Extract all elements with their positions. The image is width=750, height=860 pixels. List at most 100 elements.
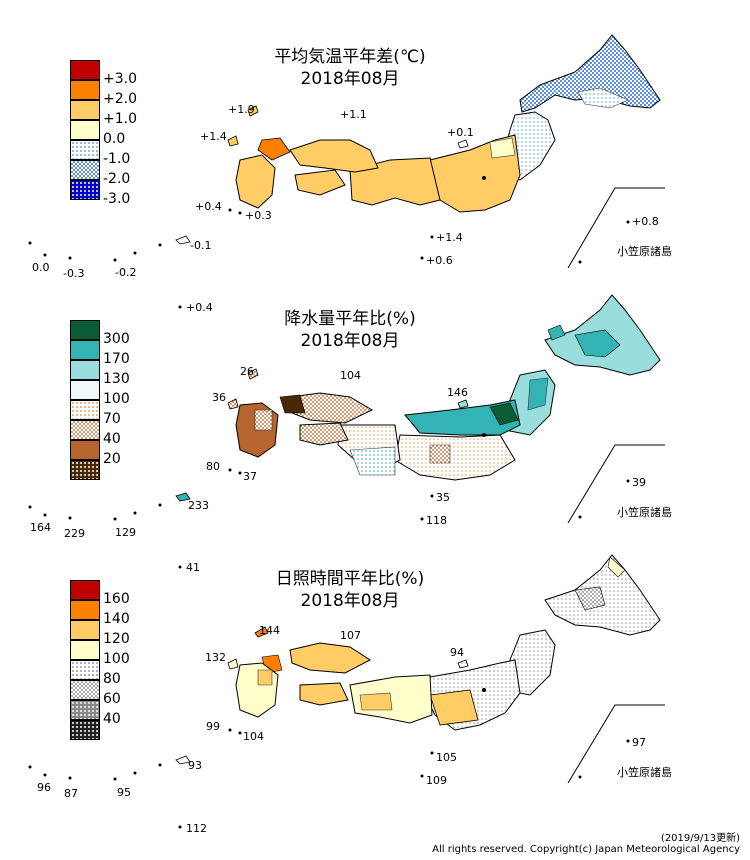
shikoku-region bbox=[299, 682, 349, 706]
ogasawara-label: 小笠原諸島 bbox=[617, 765, 672, 779]
station-value: -0.1 bbox=[190, 239, 211, 252]
legend-swatch bbox=[70, 420, 100, 440]
chubu-region bbox=[349, 157, 441, 206]
legend-swatch bbox=[70, 440, 100, 460]
legend-label: 80 bbox=[103, 671, 121, 687]
station-value: 80 bbox=[206, 460, 220, 473]
station-value: 99 bbox=[206, 720, 220, 733]
station-value: 144 bbox=[259, 624, 280, 637]
station-value: 104 bbox=[243, 730, 264, 743]
station-value: 36 bbox=[212, 391, 226, 404]
legend-swatch bbox=[70, 660, 100, 680]
legend-label: 0.0 bbox=[103, 131, 126, 147]
legend-swatch bbox=[70, 180, 100, 200]
map-title: 平均気温平年差(℃) 2018年08月 bbox=[250, 46, 450, 90]
legend-label: 40 bbox=[103, 711, 121, 727]
ogasawara-label: 小笠原諸島 bbox=[617, 505, 672, 519]
title-line1: 降水量平年比(%) bbox=[284, 309, 416, 329]
title-line2: 2018年08月 bbox=[300, 69, 400, 89]
legend-label: 40 bbox=[103, 431, 121, 447]
legend-item bbox=[70, 720, 180, 740]
hokkaido-region bbox=[519, 34, 661, 113]
station-value: -0.2 bbox=[115, 266, 136, 279]
legend-label: +3.0 bbox=[103, 71, 137, 87]
station-value: 105 bbox=[436, 751, 457, 764]
legend-label: 120 bbox=[103, 631, 130, 647]
legend-label: 300 bbox=[103, 331, 130, 347]
temperature-map: +1.9 +1.1 +1.4 +0.1 +0.4 +0.3 +1.4 +0.6 … bbox=[28, 34, 672, 280]
legend-swatch bbox=[70, 340, 100, 360]
legend-item: 100 bbox=[70, 380, 180, 406]
station-value: 164 bbox=[30, 521, 51, 534]
legend-swatch bbox=[70, 460, 100, 480]
legend-item: 80 bbox=[70, 660, 180, 686]
legend-label: -2.0 bbox=[103, 171, 131, 187]
legend-label: 170 bbox=[103, 351, 130, 367]
station-value: 26 bbox=[240, 365, 254, 378]
station-value: 94 bbox=[450, 646, 464, 659]
station-value: 0.0 bbox=[32, 261, 50, 274]
station-value: -0.3 bbox=[63, 267, 84, 280]
update-date: (2019/9/13更新) bbox=[660, 833, 740, 844]
station-value: +0.6 bbox=[426, 254, 453, 267]
station-value: 233 bbox=[188, 499, 209, 512]
station-value: 87 bbox=[64, 787, 78, 800]
station-value: 112 bbox=[186, 822, 207, 835]
legend-swatch bbox=[70, 620, 100, 640]
station-value: 104 bbox=[340, 369, 361, 382]
map-title: 降水量平年比(%) 2018年08月 bbox=[250, 308, 450, 352]
legend-label: 60 bbox=[103, 691, 121, 707]
chugoku-region bbox=[289, 392, 374, 424]
legend-item: 120 bbox=[70, 620, 180, 646]
legend-label: +1.0 bbox=[103, 111, 137, 127]
station-value: 35 bbox=[436, 491, 450, 504]
station-value: +0.4 bbox=[195, 200, 222, 213]
legend-label: 100 bbox=[103, 391, 130, 407]
legend-swatch bbox=[70, 100, 100, 120]
shikoku-region bbox=[299, 422, 349, 446]
station-value: +1.9 bbox=[228, 103, 255, 116]
station-value: 93 bbox=[188, 759, 202, 772]
legend-item: +2.0 bbox=[70, 80, 180, 106]
legend-label: 100 bbox=[103, 651, 130, 667]
legend-item: 40 bbox=[70, 700, 180, 726]
legend-swatch bbox=[70, 720, 100, 740]
title-line1: 平均気温平年差(℃) bbox=[274, 47, 426, 67]
station-value: 132 bbox=[205, 651, 226, 664]
sunshine-map: 144 107 132 94 99 104 105 109 97 96 87 9… bbox=[28, 554, 672, 835]
legend-item: 160 bbox=[70, 580, 180, 606]
station-value: 107 bbox=[340, 629, 361, 642]
legend-label: 140 bbox=[103, 611, 130, 627]
legend-item: -3.0 bbox=[70, 180, 180, 206]
legend-swatch bbox=[70, 680, 100, 700]
legend-swatch bbox=[70, 600, 100, 620]
kyushu-region bbox=[235, 154, 276, 209]
legend-item: 130 bbox=[70, 360, 180, 386]
precipitation-panel: 26 104 36 146 80 37 35 118 39 164 229 12… bbox=[0, 285, 750, 550]
legend-item: -2.0 bbox=[70, 160, 180, 186]
legend-item: +3.0 bbox=[70, 60, 180, 86]
station-value: +1.4 bbox=[200, 130, 227, 143]
legend-swatch bbox=[70, 700, 100, 720]
legend-swatch bbox=[70, 140, 100, 160]
legend-label: 160 bbox=[103, 591, 130, 607]
legend-swatch bbox=[70, 580, 100, 600]
legend-item bbox=[70, 460, 180, 480]
title-line2: 2018年08月 bbox=[300, 331, 400, 351]
legend-item: 70 bbox=[70, 400, 180, 426]
sunshine-panel: 144 107 132 94 99 104 105 109 97 96 87 9… bbox=[0, 545, 750, 835]
legend-item: 300 bbox=[70, 320, 180, 346]
station-value: 118 bbox=[426, 514, 447, 527]
station-value: 96 bbox=[37, 781, 51, 794]
station-value: +0.1 bbox=[447, 126, 474, 139]
station-value: +1.1 bbox=[340, 108, 367, 121]
chugoku-region bbox=[289, 139, 379, 173]
legend-swatch bbox=[70, 80, 100, 100]
legend-label: +2.0 bbox=[103, 91, 137, 107]
legend-label: 130 bbox=[103, 371, 130, 387]
title-line2: 2018年08月 bbox=[300, 591, 400, 611]
legend-item: 20 bbox=[70, 440, 180, 466]
station-value: 37 bbox=[243, 470, 257, 483]
station-value: 109 bbox=[426, 774, 447, 787]
station-value: +1.4 bbox=[436, 231, 463, 244]
